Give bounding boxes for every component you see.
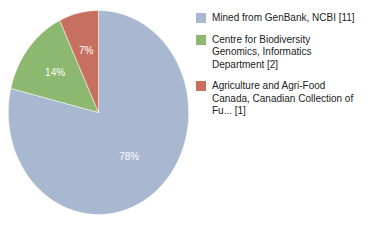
svg-text:14%: 14% — [45, 67, 65, 78]
svg-text:7%: 7% — [79, 45, 94, 56]
svg-text:78%: 78% — [119, 151, 139, 162]
html-text:Centre for Biodiversity Genomi: Centre for Biodiversity Genomics, Inform… — [212, 33, 312, 70]
html-text:Mined from GenBank, NCBI [11]: Mined from GenBank, NCBI [11] — [212, 12, 355, 23]
html-text:Agriculture and Agri-Food Cana: Agriculture and Agri-Food Canada, Canadi… — [212, 80, 354, 116]
